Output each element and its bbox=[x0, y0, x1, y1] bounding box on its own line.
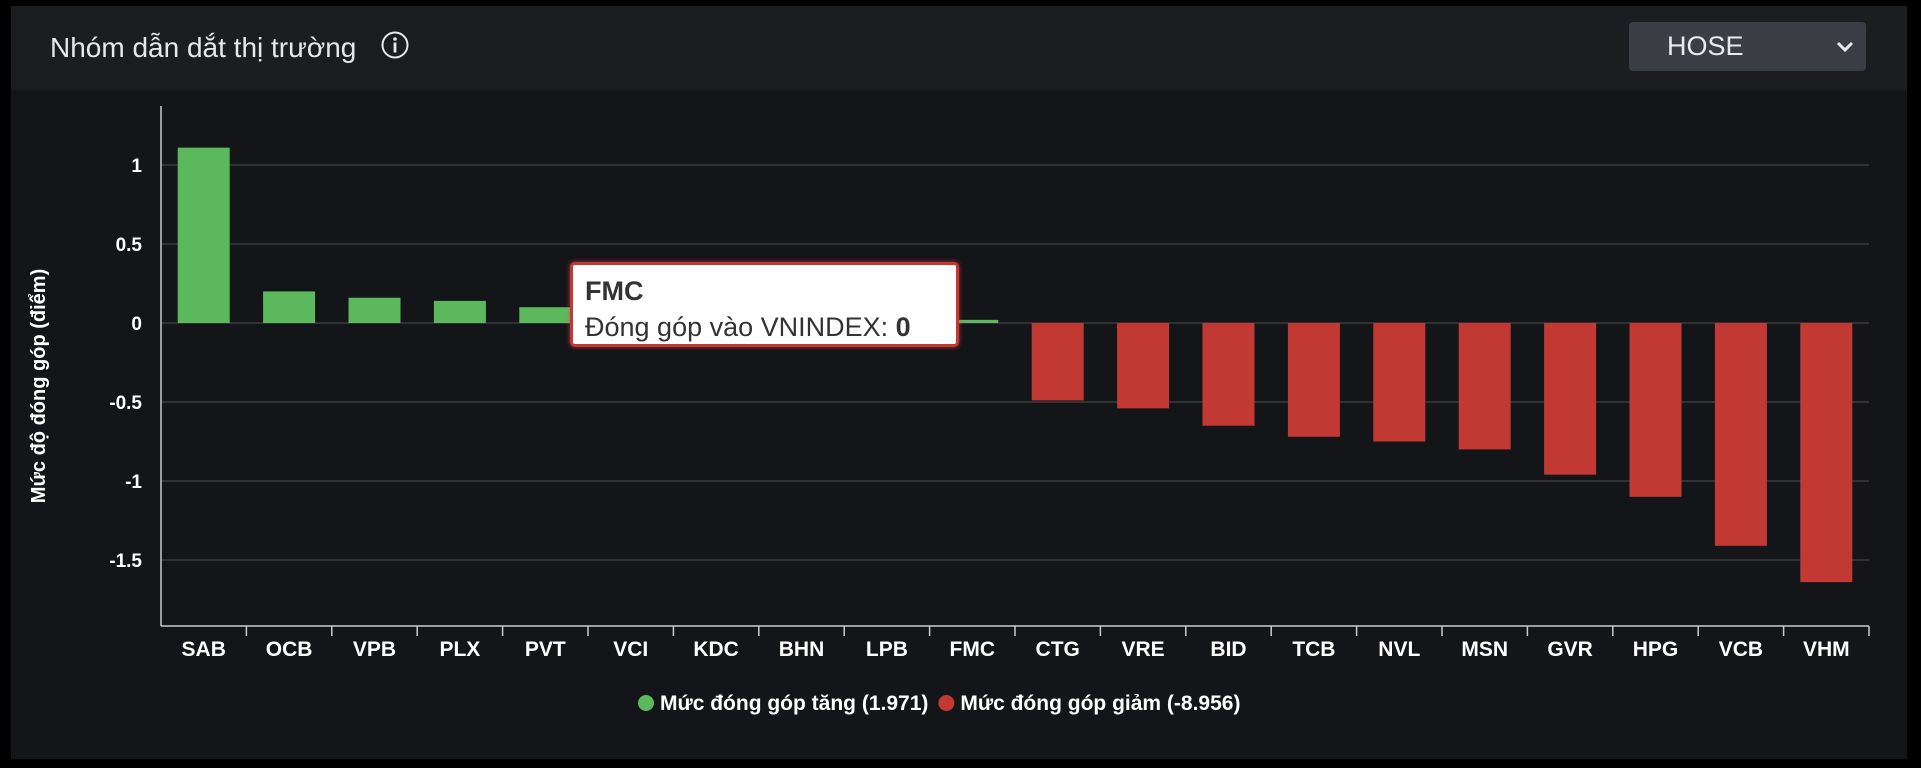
x-tick-label: LPB bbox=[866, 638, 908, 661]
bar-plx bbox=[433, 300, 486, 323]
bar-vpb bbox=[348, 297, 401, 323]
chart-tooltip: FMC Đóng góp vào VNINDEX: 0 bbox=[570, 262, 959, 347]
panel-header: Nhóm dẫn dắt thị trường HOSE bbox=[11, 6, 1907, 90]
y-tick-label: 1 bbox=[131, 156, 142, 177]
x-tick-label: VPB bbox=[353, 638, 396, 661]
x-tick-label: SAB bbox=[182, 638, 226, 661]
bar-gvr bbox=[1544, 323, 1597, 475]
bar-bid bbox=[1202, 323, 1255, 426]
x-tick-label: KDC bbox=[693, 638, 739, 661]
y-tick-label: -1.5 bbox=[109, 551, 142, 572]
x-tick-label: CTG bbox=[1036, 638, 1080, 661]
bar-hpg bbox=[1629, 323, 1682, 497]
bar-msn bbox=[1458, 323, 1511, 450]
x-tick-label: TCB bbox=[1292, 638, 1335, 661]
y-tick-label: -1 bbox=[125, 472, 142, 493]
legend-item: Mức đóng góp tăng (1.971) bbox=[638, 692, 928, 715]
bar-vhm bbox=[1800, 323, 1853, 583]
x-tick-label: PVT bbox=[525, 638, 566, 661]
x-tick-label: PLX bbox=[439, 638, 480, 661]
legend-label: Mức đóng góp giảm (-8.956) bbox=[960, 692, 1240, 715]
bar-ocb bbox=[263, 291, 316, 323]
bar-pvt bbox=[519, 307, 572, 323]
panel-title: Nhóm dẫn dắt thị trường bbox=[50, 32, 357, 63]
y-tick-label: 0 bbox=[131, 314, 142, 335]
x-tick-label: VHM bbox=[1803, 638, 1850, 661]
x-tick-label: HPG bbox=[1633, 638, 1679, 661]
bar-ctg bbox=[1031, 323, 1084, 401]
bar-fmc bbox=[946, 319, 999, 323]
bar-tcb bbox=[1287, 323, 1340, 437]
bar-vre bbox=[1117, 323, 1170, 409]
x-tick-label: GVR bbox=[1547, 638, 1593, 661]
x-tick-label: VCI bbox=[613, 638, 648, 661]
legend-item: Mức đóng góp giảm (-8.956) bbox=[938, 692, 1240, 715]
legend-marker bbox=[938, 695, 955, 711]
x-tick-label: BHN bbox=[779, 638, 825, 661]
exchange-select[interactable]: HOSE bbox=[1629, 22, 1866, 71]
info-circle-icon[interactable] bbox=[380, 30, 410, 60]
bar-vcb bbox=[1714, 323, 1767, 546]
tooltip-row: Đóng góp vào VNINDEX: 0 bbox=[585, 309, 944, 345]
bar-sab bbox=[177, 147, 230, 323]
bar-nvl bbox=[1373, 323, 1426, 442]
exchange-select-value: HOSE bbox=[1667, 31, 1744, 61]
market-leaders-panel: Nhóm dẫn dắt thị trường HOSE 1 0.5 0 -0.5 -1… bbox=[11, 6, 1907, 759]
tooltip-label: Đóng góp vào VNINDEX: bbox=[585, 312, 896, 342]
x-tick-label: FMC bbox=[950, 638, 996, 661]
x-tick-label: VCB bbox=[1719, 638, 1763, 661]
x-tick-label: MSN bbox=[1461, 638, 1508, 661]
legend-marker bbox=[638, 695, 654, 711]
chevron-down-icon bbox=[1836, 41, 1854, 53]
y-tick-label: -0.5 bbox=[109, 393, 142, 414]
x-tick-label: OCB bbox=[266, 638, 313, 661]
contribution-chart: 1 0.5 0 -0.5 -1 -1.5 Mức độ đóng góp (điểm) SAB… bbox=[28, 106, 1870, 715]
y-axis-title: Mức độ đóng góp (điểm) bbox=[28, 269, 50, 503]
tooltip-title: FMC bbox=[585, 276, 644, 306]
x-tick-label: NVL bbox=[1378, 638, 1420, 661]
tooltip-value: 0 bbox=[895, 312, 911, 342]
x-tick-label: VRE bbox=[1122, 638, 1165, 661]
x-tick-label: BID bbox=[1210, 638, 1246, 661]
legend-label: Mức đóng góp tăng (1.971) bbox=[660, 692, 928, 715]
y-tick-label: 0.5 bbox=[116, 235, 143, 256]
